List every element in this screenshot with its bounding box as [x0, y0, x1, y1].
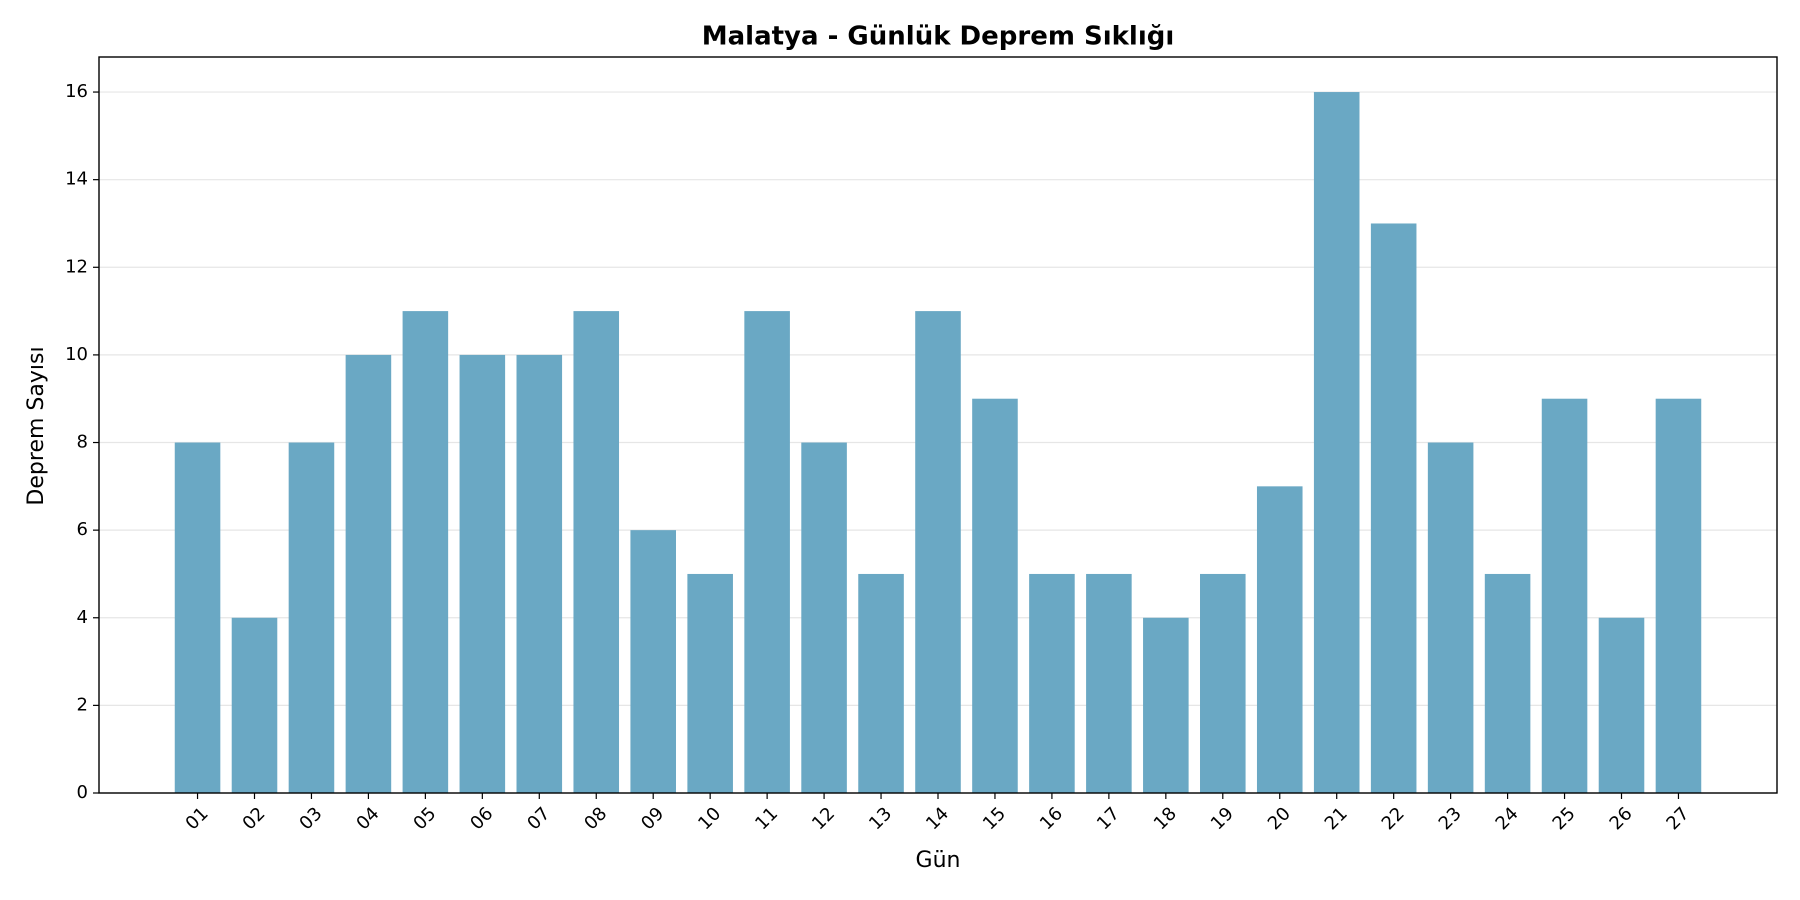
y-tick-label: 4	[77, 607, 88, 628]
bar	[573, 311, 620, 793]
bar	[345, 354, 392, 793]
x-tick-label: 07	[523, 803, 554, 834]
bar	[1427, 442, 1474, 793]
bar	[1370, 223, 1417, 793]
bar	[1143, 617, 1189, 793]
bar	[402, 311, 449, 793]
x-tick-label: 26	[1606, 803, 1637, 834]
x-tick-label: 18	[1150, 803, 1181, 834]
x-tick-label: 04	[352, 803, 383, 834]
bar	[915, 311, 961, 793]
bar	[1313, 92, 1360, 794]
x-tick-label: 20	[1264, 803, 1295, 834]
x-tick-label: 27	[1662, 803, 1693, 834]
x-tick-label: 09	[637, 803, 668, 834]
bar	[972, 398, 1018, 793]
x-tick-label: 08	[580, 803, 611, 834]
bar	[1484, 573, 1531, 793]
x-tick-label: 16	[1036, 803, 1067, 834]
bar	[459, 354, 506, 793]
bar	[687, 573, 733, 793]
y-tick-label: 14	[65, 169, 88, 190]
x-tick-label: 02	[239, 803, 270, 834]
x-tick-label: 21	[1321, 803, 1352, 834]
x-tick-label: 23	[1435, 803, 1466, 834]
y-tick-label: 16	[65, 81, 88, 102]
bar	[801, 442, 847, 793]
x-tick-label: 13	[865, 803, 896, 834]
y-axis-label: Deprem Sayısı	[24, 346, 49, 505]
x-tick-label: 17	[1093, 803, 1124, 834]
bar	[1598, 617, 1645, 793]
bar	[516, 354, 563, 793]
x-tick-label: 06	[466, 803, 497, 834]
bar	[231, 617, 278, 793]
bar	[1256, 486, 1303, 793]
y-tick-label: 6	[77, 519, 88, 540]
y-tick-label: 2	[77, 694, 88, 715]
y-tick-label: 0	[77, 782, 88, 803]
bar	[1541, 398, 1588, 793]
x-tick-label: 14	[922, 803, 953, 834]
chart-title: Malatya - Günlük Deprem Sıklığı	[702, 22, 1175, 52]
x-tick-label: 24	[1492, 803, 1523, 834]
x-axis-label: Gün	[916, 848, 961, 873]
bar	[1029, 573, 1075, 793]
x-tick-label: 25	[1549, 803, 1580, 834]
bar	[858, 573, 904, 793]
x-tick-label: 01	[182, 803, 213, 834]
x-tick-label: 10	[694, 803, 725, 834]
bar	[630, 530, 676, 793]
x-tick-label: 05	[409, 803, 440, 834]
y-tick-label: 12	[65, 256, 88, 277]
bar	[1200, 573, 1246, 793]
x-tick-label: 22	[1378, 803, 1409, 834]
plot-frame	[98, 56, 1778, 794]
bar	[744, 311, 790, 793]
x-tick-label: 11	[751, 803, 782, 834]
x-tick-label: 03	[295, 803, 326, 834]
y-tick-label: 8	[77, 432, 88, 453]
x-tick-label: 12	[808, 803, 839, 834]
bar	[1655, 398, 1702, 793]
bar	[288, 442, 335, 793]
y-tick-label: 10	[65, 344, 88, 365]
bar	[174, 442, 221, 793]
x-tick-label: 19	[1207, 803, 1238, 834]
bar	[1086, 573, 1132, 793]
x-tick-label: 15	[979, 803, 1010, 834]
